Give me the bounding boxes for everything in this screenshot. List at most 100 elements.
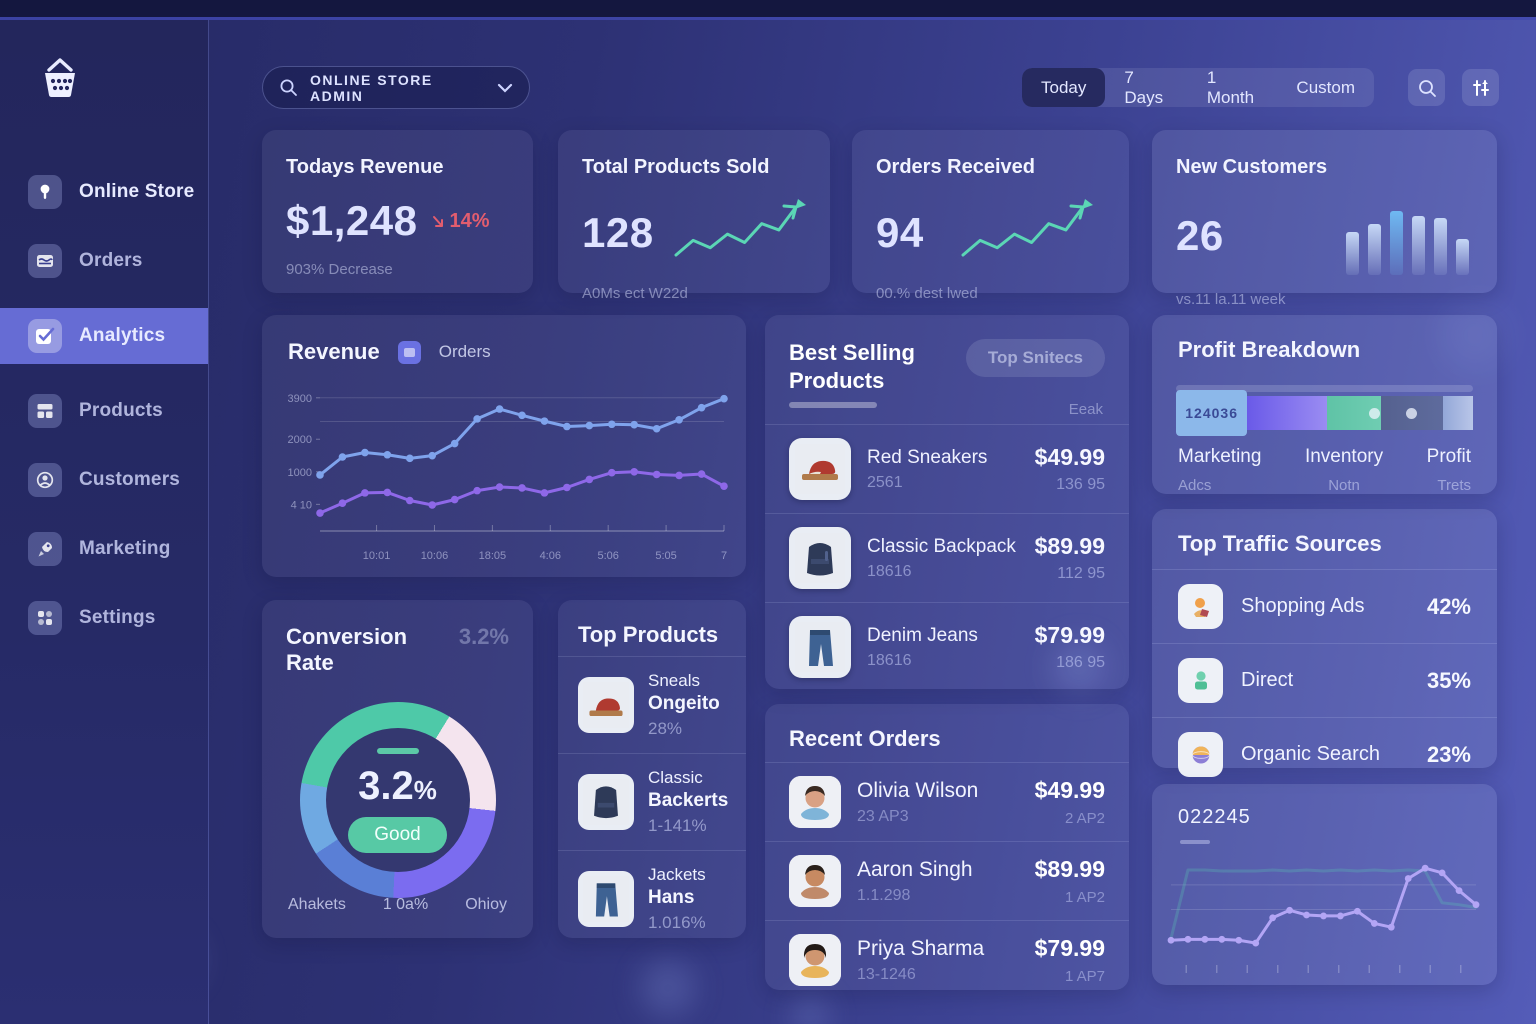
sidebar-item-customers[interactable]: Customers [0, 458, 208, 502]
order-price: $49.99 [1034, 777, 1105, 803]
sidebar-item-marketing[interactable]: Marketing [0, 527, 208, 571]
order-price: $79.99 [1034, 935, 1105, 961]
traffic-label: Organic Search [1241, 743, 1380, 765]
orders-icon [28, 244, 62, 278]
bokeh-glow [790, 995, 830, 1024]
filter-button[interactable] [1462, 69, 1499, 106]
product-image-red-sneakers [789, 438, 851, 500]
bokeh-glow [640, 960, 696, 1016]
product-image-backpack [578, 774, 634, 830]
tab-custom[interactable]: Custom [1296, 77, 1355, 97]
product-line2: Ongeito [648, 693, 720, 714]
product-price: $79.99 [1034, 622, 1105, 648]
traffic-sources-panel: Top Traffic Sources Shopping Ads 42% Dir… [1152, 509, 1497, 777]
sidebar-item-label: Products [79, 400, 163, 421]
product-image-denim-jeans [789, 616, 851, 678]
product-row[interactable]: Denim Jeans 18616 $79.99 186 95 [765, 602, 1129, 691]
title-underline [789, 402, 877, 408]
search-button[interactable] [1408, 69, 1445, 106]
panel-title: Top Products [578, 622, 719, 647]
filter-sliders-icon [1472, 79, 1489, 96]
stat-title: Orders Received [876, 156, 1035, 178]
profit-breakdown-panel: Profit Breakdown 124036 Marketing Adcs I… [1152, 315, 1497, 494]
traffic-pct: 23% [1426, 741, 1471, 767]
panel-title: Profit Breakdown [1178, 337, 1361, 362]
stat-title: New Customers [1176, 156, 1328, 178]
top-strip [0, 0, 1536, 17]
search-icon [1418, 79, 1436, 97]
direct-icon [1178, 658, 1223, 703]
panel-title: Revenue [288, 339, 380, 364]
trend-sparkline [674, 199, 806, 257]
order-price: $89.99 [1034, 856, 1105, 882]
revenue-line-chart: 3900 2000 1000 4 10 10:01 10:06 18:05 4:06 5:06 5… [288, 393, 728, 562]
sidebar-item-analytics[interactable]: Analytics [0, 308, 208, 364]
order-id: 1.1.298 [857, 886, 911, 904]
sidebar-item-products[interactable]: Products [0, 389, 208, 433]
svg-text:4 10: 4 10 [291, 499, 312, 511]
top-accent-line [0, 17, 1536, 20]
stat-value: 94 [876, 209, 924, 256]
order-row[interactable]: Olivia Wilson 23 AP3 $49.99 2 AP2 [765, 762, 1129, 841]
tab-today[interactable]: Today [1022, 68, 1106, 107]
svg-text:3900: 3900 [288, 393, 312, 405]
stat-card-products-sold: Total Products Sold 128 A0Ms ect W22d [558, 130, 830, 302]
basket-logo-icon [45, 58, 75, 97]
order-row[interactable]: Priya Sharma 13-1246 $79.99 1 AP7 [765, 920, 1129, 999]
store-selector-label: ONLINE STORE ADMIN [310, 71, 433, 104]
order-sub: 1 AP2 [1064, 889, 1105, 906]
conversion-value: 3.2% [358, 763, 437, 808]
traffic-row-shopping-ads[interactable]: Shopping Ads 42% [1152, 569, 1497, 643]
sidebar-item-settings[interactable]: Settings [0, 596, 208, 640]
product-line2: Backerts [648, 790, 729, 811]
profit-col-inventory: Inventory Notn [1304, 446, 1384, 494]
sidebar-item-online-store[interactable]: Online Store [0, 170, 208, 214]
top-product-row[interactable]: Classic Backerts 1-141% [558, 753, 746, 850]
marketing-icon [28, 532, 62, 566]
sidebar-item-label: Online Store [79, 181, 195, 202]
customer-name: Olivia Wilson [857, 778, 979, 802]
product-image-classic-backpack [789, 527, 851, 589]
stat-delta: 14% [431, 210, 490, 233]
chevron-down-icon [497, 83, 513, 93]
panel-aside-text: Eeak [1068, 401, 1103, 418]
sidebar-item-orders[interactable]: Orders [0, 239, 208, 283]
top-sellers-button[interactable]: Top Snitecs [965, 339, 1105, 377]
top-product-row[interactable]: Sneals Ongeito 28% [558, 656, 746, 753]
svg-text:4:06: 4:06 [540, 550, 561, 561]
customers-icon [28, 463, 62, 497]
tab-7-days[interactable]: 7 Days [1124, 68, 1164, 107]
stat-card-orders-received: Orders Received 94 00.% dest lwed [852, 130, 1129, 302]
product-row[interactable]: Red Sneakers 2561 $49.99 136 95 [765, 424, 1129, 513]
stat-subtext: vs.11 la.11 week [1176, 291, 1286, 308]
conversion-rate-panel: Conversion Rate 3.2% 3.2% Good Ahakets 1… [262, 600, 533, 938]
product-line1: Classic [648, 768, 703, 787]
order-row[interactable]: Aaron Singh 1.1.298 $89.99 1 AP2 [765, 841, 1129, 920]
profit-col-profit: Profit Trets [1426, 446, 1471, 494]
product-price: $49.99 [1034, 444, 1105, 470]
stat-value: $1,248 [286, 197, 418, 244]
stat-title: Total Products Sold [582, 156, 770, 178]
product-name: Denim Jeans [867, 624, 978, 646]
top-product-row[interactable]: Jackets Hans 1.016% [558, 850, 746, 947]
avatar-olivia-wilson [789, 776, 841, 828]
order-id: 23 AP3 [857, 807, 909, 825]
traffic-row-direct[interactable]: Direct 35% [1152, 643, 1497, 717]
product-row[interactable]: Classic Backpack 18616 $89.99 112 95 [765, 513, 1129, 602]
stat-value: 128 [582, 209, 654, 256]
store-icon [28, 175, 62, 209]
stat-subtext: 00.% dest lwed [876, 285, 978, 302]
traffic-row-organic-search[interactable]: Organic Search 23% [1152, 717, 1497, 791]
product-subprice: 112 95 [1057, 565, 1105, 582]
svg-text:1000: 1000 [288, 467, 312, 479]
svg-text:10:01: 10:01 [363, 550, 391, 561]
tab-1-month[interactable]: 1 Month [1206, 68, 1255, 107]
store-selector[interactable]: ONLINE STORE ADMIN [262, 66, 530, 109]
product-image-jeans [578, 871, 634, 927]
legend-checkbox[interactable] [397, 340, 421, 364]
product-line2: Hans [648, 887, 695, 908]
sidebar: Online Store Orders Analytics Products C… [0, 20, 209, 1024]
panel-title: Conversion Rate [286, 624, 408, 675]
panel-title: Top Traffic Sources [1178, 531, 1382, 556]
svg-text:5:05: 5:05 [655, 550, 676, 561]
